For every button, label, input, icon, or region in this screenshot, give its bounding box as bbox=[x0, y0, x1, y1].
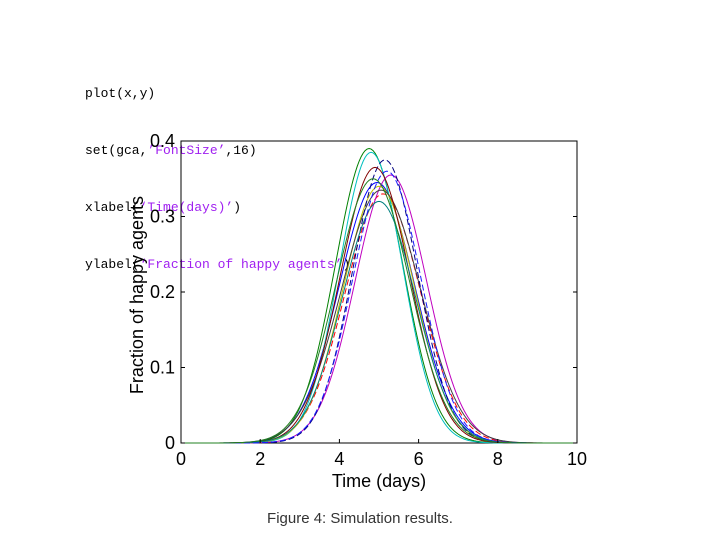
series-line-9 bbox=[181, 166, 577, 444]
code-block: plot(x,y) set(gca,’FontSize’,16) xlabel(… bbox=[85, 46, 350, 293]
series-line-4 bbox=[181, 151, 577, 444]
y-axis-label: Fraction of happy agents bbox=[127, 196, 147, 394]
figure-caption: Figure 4: Simulation results. bbox=[267, 510, 453, 527]
x-tick-label: 4 bbox=[334, 449, 344, 469]
series-line-6 bbox=[181, 185, 577, 444]
x-tick-label: 2 bbox=[255, 449, 265, 469]
x-tick-label: 6 bbox=[414, 449, 424, 469]
series-line-1 bbox=[181, 182, 577, 444]
code-line-set: set(gca,’FontSize’,16) bbox=[85, 143, 257, 158]
x-tick-label: 10 bbox=[567, 449, 587, 469]
x-tick-label: 8 bbox=[493, 449, 503, 469]
x-axis-label: Time (days) bbox=[332, 471, 426, 491]
ticks-group: 0 2 4 6 8 10 0 0.1 0.2 0.3 0.4 bbox=[150, 131, 587, 469]
code-line-xlabel: xlabel(‘Time(days)’) bbox=[85, 200, 242, 215]
y-tick-label: 0.2 bbox=[150, 282, 175, 302]
y-tick-label: 0.1 bbox=[150, 358, 175, 378]
series-line-10 bbox=[181, 200, 577, 444]
series-line-5 bbox=[181, 174, 577, 444]
series-line-8 bbox=[181, 159, 577, 444]
series-line-11 bbox=[181, 170, 577, 444]
y-tick-label: 0.3 bbox=[150, 207, 175, 227]
y-tick-label: 0.4 bbox=[150, 131, 175, 151]
code-line-plot: plot(x,y) bbox=[85, 86, 156, 101]
series-line-12 bbox=[181, 178, 577, 444]
series-line-7 bbox=[181, 189, 577, 444]
y-tick-label: 0 bbox=[165, 433, 175, 453]
series-line-2 bbox=[181, 148, 577, 444]
code-line-ylabel: ylabel(‘Fraction of happy agents’) bbox=[85, 257, 351, 272]
x-tick-label: 0 bbox=[176, 449, 186, 469]
series-group bbox=[181, 148, 577, 444]
series-line-3 bbox=[181, 193, 577, 444]
